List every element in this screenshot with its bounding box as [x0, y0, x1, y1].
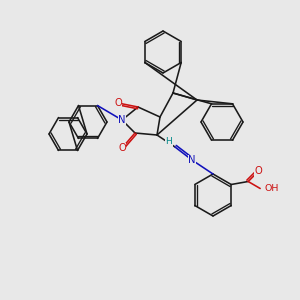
Text: O: O	[114, 98, 122, 108]
Text: N: N	[188, 155, 196, 165]
Text: OH: OH	[264, 184, 279, 193]
Text: H: H	[166, 137, 172, 146]
Text: O: O	[254, 167, 262, 176]
Text: N: N	[118, 115, 126, 125]
Text: O: O	[118, 143, 126, 153]
